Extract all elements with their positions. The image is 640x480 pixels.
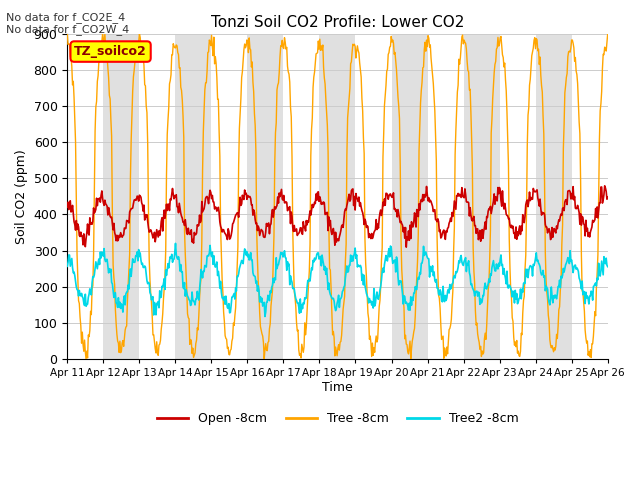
Text: No data for f_CO2W_4: No data for f_CO2W_4 [6,24,130,35]
Legend: Open -8cm, Tree -8cm, Tree2 -8cm: Open -8cm, Tree -8cm, Tree2 -8cm [152,408,524,431]
Bar [463,34,500,359]
Bar [392,34,428,359]
Bar [536,34,572,359]
Bar [608,34,640,359]
Title: Tonzi Soil CO2 Profile: Lower CO2: Tonzi Soil CO2 Profile: Lower CO2 [211,15,464,30]
Bar [103,34,140,359]
Text: No data for f_CO2E_4: No data for f_CO2E_4 [6,12,125,23]
Text: TZ_soilco2: TZ_soilco2 [74,45,147,58]
X-axis label: Time: Time [322,381,353,394]
Bar [175,34,211,359]
Y-axis label: Soil CO2 (ppm): Soil CO2 (ppm) [15,149,28,244]
Bar [319,34,355,359]
Bar [248,34,284,359]
